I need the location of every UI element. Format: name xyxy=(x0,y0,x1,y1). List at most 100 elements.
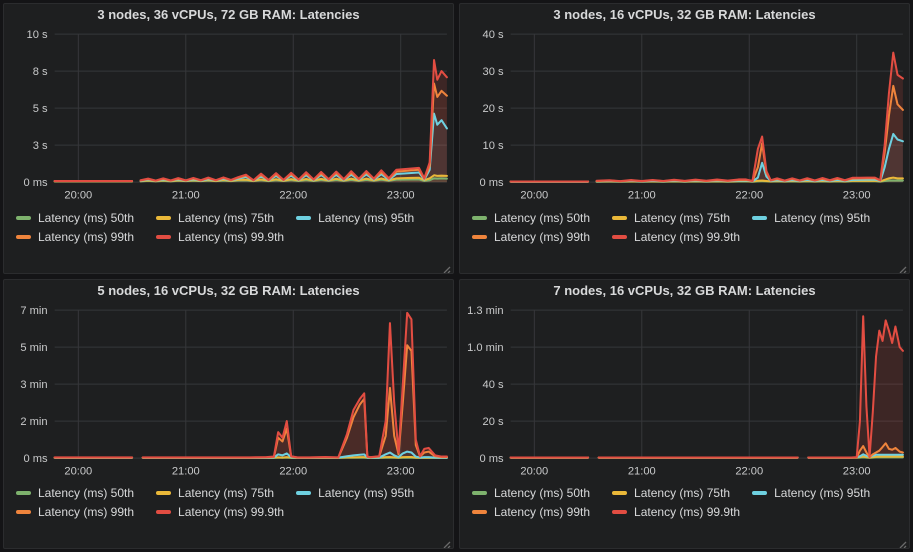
legend-item-75th[interactable]: Latency (ms) 75th xyxy=(612,486,730,500)
legend-item-50th[interactable]: Latency (ms) 50th xyxy=(16,211,134,225)
legend-swatch-icon xyxy=(472,234,487,239)
legend-label: Latency (ms) 50th xyxy=(38,210,135,225)
x-axis-tick: 23:00 xyxy=(387,189,415,201)
legend-item-99.9th[interactable]: Latency (ms) 99.9th xyxy=(612,230,740,244)
legend-swatch-icon xyxy=(472,491,487,496)
y-axis-tick: 40 s xyxy=(483,29,504,41)
y-axis-tick: 5 s xyxy=(33,103,48,115)
x-axis-tick: 23:00 xyxy=(843,465,871,477)
legend-label: Latency (ms) 99.9th xyxy=(634,505,741,520)
legend-label: Latency (ms) 99th xyxy=(494,229,591,244)
legend: Latency (ms) 50th Latency (ms) 75th Latenc… xyxy=(4,206,453,246)
x-axis-tick: 22:00 xyxy=(279,189,307,201)
x-axis-tick: 21:00 xyxy=(628,189,656,201)
y-axis-tick: 7 min xyxy=(20,305,47,317)
legend-item-99th[interactable]: Latency (ms) 99th xyxy=(16,230,134,244)
legend-item-50th[interactable]: Latency (ms) 50th xyxy=(472,486,590,500)
legend-label: Latency (ms) 75th xyxy=(634,210,731,225)
x-axis-tick: 23:00 xyxy=(387,465,415,477)
legend-swatch-icon xyxy=(296,215,312,220)
latency-chart: 0 ms 3 s 5 s 8 s 10 s 20:00 21:00 22:00 23:00 xyxy=(4,26,453,206)
legend-item-95th[interactable]: Latency (ms) 95th xyxy=(296,211,414,225)
panel-7-nodes-16-vcpus: 7 nodes, 16 vCPUs, 32 GB RAM: Latencies 0… xyxy=(459,278,910,549)
legend-item-99th[interactable]: Latency (ms) 99th xyxy=(472,230,590,244)
x-axis-tick: 20:00 xyxy=(520,465,548,477)
y-axis-tick: 1.0 min xyxy=(467,342,503,354)
legend-label: Latency (ms) 95th xyxy=(318,486,415,501)
panel-resize-handle-icon[interactable] xyxy=(897,261,907,273)
legend-item-95th[interactable]: Latency (ms) 95th xyxy=(752,486,870,500)
y-axis-tick: 0 ms xyxy=(23,177,48,189)
y-axis-tick: 0 ms xyxy=(479,453,504,465)
x-axis-tick: 21:00 xyxy=(628,465,656,477)
legend-swatch-icon xyxy=(296,491,312,496)
y-axis-tick: 10 s xyxy=(483,140,504,152)
y-axis-tick: 3 min xyxy=(20,379,47,391)
legend-swatch-icon xyxy=(612,491,628,496)
panel-title[interactable]: 3 nodes, 16 vCPUs, 32 GB RAM: Latencies xyxy=(553,7,816,22)
legend-swatch-icon xyxy=(612,234,628,239)
legend-label: Latency (ms) 99th xyxy=(38,505,135,520)
legend-label: Latency (ms) 95th xyxy=(774,486,871,501)
legend-item-95th[interactable]: Latency (ms) 95th xyxy=(752,211,870,225)
legend-swatch-icon xyxy=(752,491,768,496)
legend: Latency (ms) 50th Latency (ms) 75th Latenc… xyxy=(460,482,909,522)
y-axis-tick: 2 min xyxy=(20,416,47,428)
legend-item-99th[interactable]: Latency (ms) 99th xyxy=(472,505,590,519)
panel-title[interactable]: 5 nodes, 16 vCPUs, 32 GB RAM: Latencies xyxy=(97,282,360,298)
x-axis-tick: 23:00 xyxy=(843,189,871,201)
legend-item-50th[interactable]: Latency (ms) 50th xyxy=(16,486,134,500)
panel-3-nodes-16-vcpus: 3 nodes, 16 vCPUs, 32 GB RAM: Latencies 0… xyxy=(459,3,910,274)
x-axis-tick: 20:00 xyxy=(520,189,548,201)
legend-swatch-icon xyxy=(156,491,172,496)
y-axis-tick: 0 ms xyxy=(479,177,504,189)
legend-item-99th[interactable]: Latency (ms) 99th xyxy=(16,505,134,519)
legend-label: Latency (ms) 99.9th xyxy=(178,229,285,244)
x-axis-tick: 22:00 xyxy=(735,189,763,201)
legend-swatch-icon xyxy=(472,215,487,220)
x-axis-tick: 21:00 xyxy=(172,465,200,477)
panel-title[interactable]: 3 nodes, 36 vCPUs, 72 GB RAM: Latencies xyxy=(97,7,360,22)
legend-swatch-icon xyxy=(472,510,487,515)
legend-item-75th[interactable]: Latency (ms) 75th xyxy=(156,211,274,225)
legend-label: Latency (ms) 75th xyxy=(178,210,275,225)
y-axis-tick: 30 s xyxy=(483,66,504,78)
legend-item-95th[interactable]: Latency (ms) 95th xyxy=(296,486,414,500)
legend-label: Latency (ms) 50th xyxy=(494,210,591,225)
y-axis-tick: 3 s xyxy=(33,140,48,152)
legend-item-99.9th[interactable]: Latency (ms) 99.9th xyxy=(156,230,284,244)
legend-item-75th[interactable]: Latency (ms) 75th xyxy=(156,486,274,500)
legend-label: Latency (ms) 50th xyxy=(494,486,591,501)
legend-label: Latency (ms) 95th xyxy=(318,210,415,225)
legend-label: Latency (ms) 75th xyxy=(634,486,731,501)
legend-swatch-icon xyxy=(612,215,628,220)
legend-item-99.9th[interactable]: Latency (ms) 99.9th xyxy=(612,505,740,519)
legend-label: Latency (ms) 99.9th xyxy=(178,505,285,520)
latency-chart: 0 ms 2 min 3 min 5 min 7 min 20:00 21:00 22:00 2… xyxy=(4,302,453,482)
legend-item-75th[interactable]: Latency (ms) 75th xyxy=(612,211,730,225)
legend: Latency (ms) 50th Latency (ms) 75th Latenc… xyxy=(460,206,909,246)
x-axis-tick: 22:00 xyxy=(279,465,307,477)
x-axis-tick: 21:00 xyxy=(172,189,200,201)
latency-chart: 0 ms 10 s 20 s 30 s 40 s 20:00 21:00 22:00 23:00 xyxy=(460,26,909,206)
panel-title[interactable]: 7 nodes, 16 vCPUs, 32 GB RAM: Latencies xyxy=(553,282,816,298)
x-axis-tick: 20:00 xyxy=(64,465,92,477)
panel-resize-handle-icon[interactable] xyxy=(441,261,451,273)
legend-label: Latency (ms) 75th xyxy=(178,486,275,501)
legend-item-50th[interactable]: Latency (ms) 50th xyxy=(472,211,590,225)
legend-label: Latency (ms) 99th xyxy=(494,505,591,520)
legend: Latency (ms) 50th Latency (ms) 75th Latenc… xyxy=(4,482,453,522)
y-axis-tick: 5 min xyxy=(20,342,47,354)
legend-swatch-icon xyxy=(16,491,31,496)
legend-swatch-icon xyxy=(16,215,31,220)
y-axis-tick: 0 ms xyxy=(23,453,48,465)
y-axis-tick: 20 s xyxy=(483,103,504,115)
legend-swatch-icon xyxy=(16,234,31,239)
y-axis-tick: 1.3 min xyxy=(467,305,503,317)
panel-resize-handle-icon[interactable] xyxy=(897,536,907,549)
panel-resize-handle-icon[interactable] xyxy=(441,536,451,549)
panel-5-nodes-16-vcpus: 5 nodes, 16 vCPUs, 32 GB RAM: Latencies 0… xyxy=(3,278,454,549)
legend-item-99.9th[interactable]: Latency (ms) 99.9th xyxy=(156,505,284,519)
legend-label: Latency (ms) 99th xyxy=(38,229,135,244)
